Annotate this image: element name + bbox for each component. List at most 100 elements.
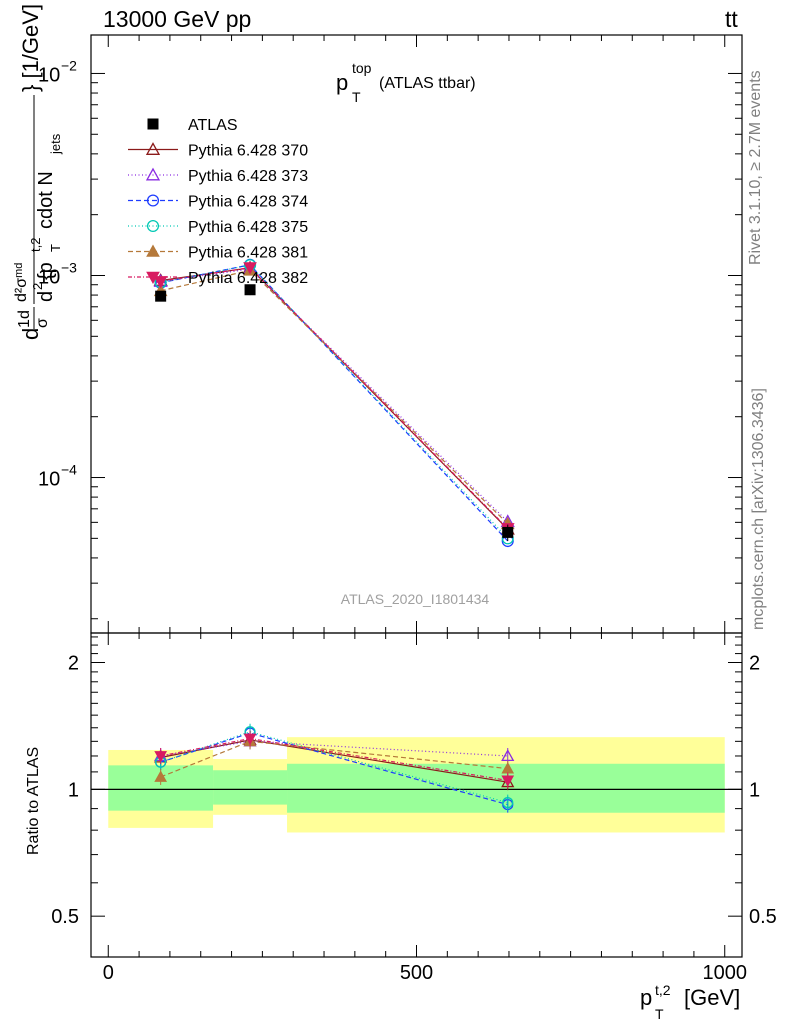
series-data bbox=[155, 284, 514, 542]
series-point-s382 bbox=[243, 262, 257, 275]
legend-entry-s370: Pythia 6.428 370 bbox=[128, 142, 308, 160]
data-point bbox=[244, 284, 256, 296]
legend-marker-s381 bbox=[146, 244, 160, 257]
xlabel-sub: T bbox=[655, 1006, 664, 1022]
legend-label-s381: Pythia 6.428 381 bbox=[188, 245, 308, 262]
ylabel-den-sub: T bbox=[48, 244, 63, 252]
legend-marker-s373 bbox=[145, 167, 161, 181]
series-line-s382 bbox=[160, 266, 509, 529]
legend-label-s382: Pythia 6.428 382 bbox=[188, 270, 308, 287]
ratio-tick-label-left: 0.5 bbox=[51, 906, 79, 928]
ratio-point-s375 bbox=[502, 797, 514, 809]
ylabel-numerator: d²σᵐᵈ bbox=[13, 263, 30, 302]
ylabel-den-d: d bbox=[35, 291, 57, 302]
x-axis-label: p t,2 T [GeV] bbox=[640, 982, 740, 1022]
legend-entry-s381: Pythia 6.428 381 bbox=[128, 244, 308, 262]
legend-marker-s374 bbox=[146, 194, 160, 207]
xlabel-unit: [GeV] bbox=[684, 985, 740, 1010]
series-line-s375 bbox=[160, 264, 509, 539]
legend-marker-s375 bbox=[146, 219, 160, 233]
xlabel-sup: t,2 bbox=[655, 982, 671, 998]
legend-entry-s375: Pythia 6.428 375 bbox=[128, 219, 308, 236]
header-process-label: 13000 GeV pp bbox=[103, 6, 251, 32]
legend-label-data: ATLAS bbox=[188, 117, 238, 134]
ylabel-den-sup: t,2 bbox=[28, 238, 43, 252]
legend-label-s374: Pythia 6.428 374 bbox=[188, 194, 308, 211]
inner-band-bin-1 bbox=[213, 770, 288, 805]
axis-ticks bbox=[91, 35, 742, 958]
rivet-version-label: Rivet 3.1.10, ≥ 2.7M events bbox=[747, 70, 764, 265]
y-tick-label-base: 10 bbox=[38, 266, 60, 288]
y-tick-label: 10 −2 bbox=[38, 57, 77, 86]
y-tick-label-exp: −4 bbox=[61, 462, 77, 478]
plot-title-rest: (ATLAS ttbar) bbox=[379, 75, 476, 92]
data-point bbox=[502, 526, 514, 538]
series-line-s370 bbox=[160, 267, 509, 530]
y-tick-label-base: 10 bbox=[38, 64, 60, 86]
y-tick-label-exp: −3 bbox=[61, 259, 77, 275]
ylabel-one: 1 bbox=[16, 319, 33, 328]
series-s374 bbox=[154, 258, 514, 813]
y-tick-label-exp: −2 bbox=[61, 57, 77, 73]
series-s370 bbox=[153, 260, 515, 791]
x-tick-label: 1000 bbox=[702, 962, 747, 984]
legend-marker-s382 bbox=[146, 271, 160, 285]
legend-entry-s373: Pythia 6.428 373 bbox=[128, 167, 308, 185]
plot-title-sub: T bbox=[352, 89, 361, 105]
ratio-point-s381 bbox=[154, 770, 168, 782]
series-s373 bbox=[153, 261, 515, 764]
plot-title-p: p bbox=[336, 70, 348, 95]
ratio-point-s382 bbox=[154, 751, 168, 763]
series-s381 bbox=[153, 263, 515, 785]
legend-label-s375: Pythia 6.428 375 bbox=[188, 219, 308, 236]
legend-label-s370: Pythia 6.428 370 bbox=[188, 143, 308, 160]
ratio-line-s373 bbox=[160, 740, 508, 757]
x-tick-label: 0 bbox=[103, 962, 114, 984]
ratio-tick-label-left: 1 bbox=[68, 779, 79, 801]
y-tick-label: 10 −3 bbox=[38, 259, 77, 288]
header-final-state-bar: ¯ bbox=[731, 0, 744, 19]
ylabel-den-sq: 2 bbox=[30, 283, 45, 290]
legend-entry-s374: Pythia 6.428 374 bbox=[128, 194, 308, 211]
xlabel-p: p bbox=[640, 985, 652, 1010]
ylabel-unit: } [1/GeV] bbox=[18, 4, 43, 92]
mcplots-label: mcplots.cern.ch [arXiv:1306.3436] bbox=[750, 388, 767, 630]
series-layer bbox=[153, 258, 515, 813]
legend-label-s373: Pythia 6.428 373 bbox=[188, 168, 308, 185]
series-line-s373 bbox=[160, 268, 509, 523]
ratio-line-s374 bbox=[160, 732, 508, 806]
series-point-s382 bbox=[153, 276, 168, 289]
legend-marker-data bbox=[147, 118, 159, 130]
x-tick-label: 500 bbox=[400, 962, 433, 984]
ratio-point-s382 bbox=[501, 775, 515, 787]
y-tick-label: 10 −4 bbox=[38, 462, 77, 491]
legend-marker-s370 bbox=[145, 142, 161, 155]
series-line-s374 bbox=[160, 264, 509, 542]
ylabel-den-tail-sub: jets bbox=[48, 133, 63, 155]
legend: ATLAS Pythia 6.428 370 Pythia 6.428 373 Pyt… bbox=[128, 117, 308, 287]
ratio-tick-label-right: 2 bbox=[749, 653, 760, 675]
analysis-watermark: ATLAS_2020_I1801434 bbox=[341, 591, 490, 607]
ylabel-d1: d bbox=[18, 328, 43, 340]
ylabel-den-rest: {p bbox=[35, 262, 57, 280]
series-s382 bbox=[153, 262, 515, 789]
ratio-point-s373 bbox=[501, 749, 515, 762]
ratio-y-axis-label: Ratio to ATLAS bbox=[25, 747, 42, 855]
ratio-tick-label-right: 0.5 bbox=[749, 906, 777, 928]
y-tick-label-base: 10 bbox=[38, 469, 60, 491]
ratio-point-s382 bbox=[243, 733, 257, 746]
ratio-tick-label-right: 1 bbox=[749, 779, 760, 801]
legend-entry-s382: Pythia 6.428 382 bbox=[128, 270, 308, 287]
ylabel-sigma: σ bbox=[34, 318, 51, 328]
ylabel-den-tail: cdot N bbox=[35, 171, 57, 229]
header-final-state-text: tt bbox=[725, 6, 738, 32]
data-point bbox=[155, 290, 167, 302]
main-y-axis-label: d 1 d σ d²σᵐᵈ d 2 {p t,2 T cdot N jets }… bbox=[13, 4, 63, 340]
series-s375 bbox=[154, 259, 514, 811]
header-final-state: tt ¯ bbox=[725, 0, 744, 32]
ylabel-d2: d bbox=[16, 310, 33, 319]
plot-title: p top T (ATLAS ttbar) bbox=[336, 60, 476, 105]
ratio-tick-label-left: 2 bbox=[68, 653, 79, 675]
